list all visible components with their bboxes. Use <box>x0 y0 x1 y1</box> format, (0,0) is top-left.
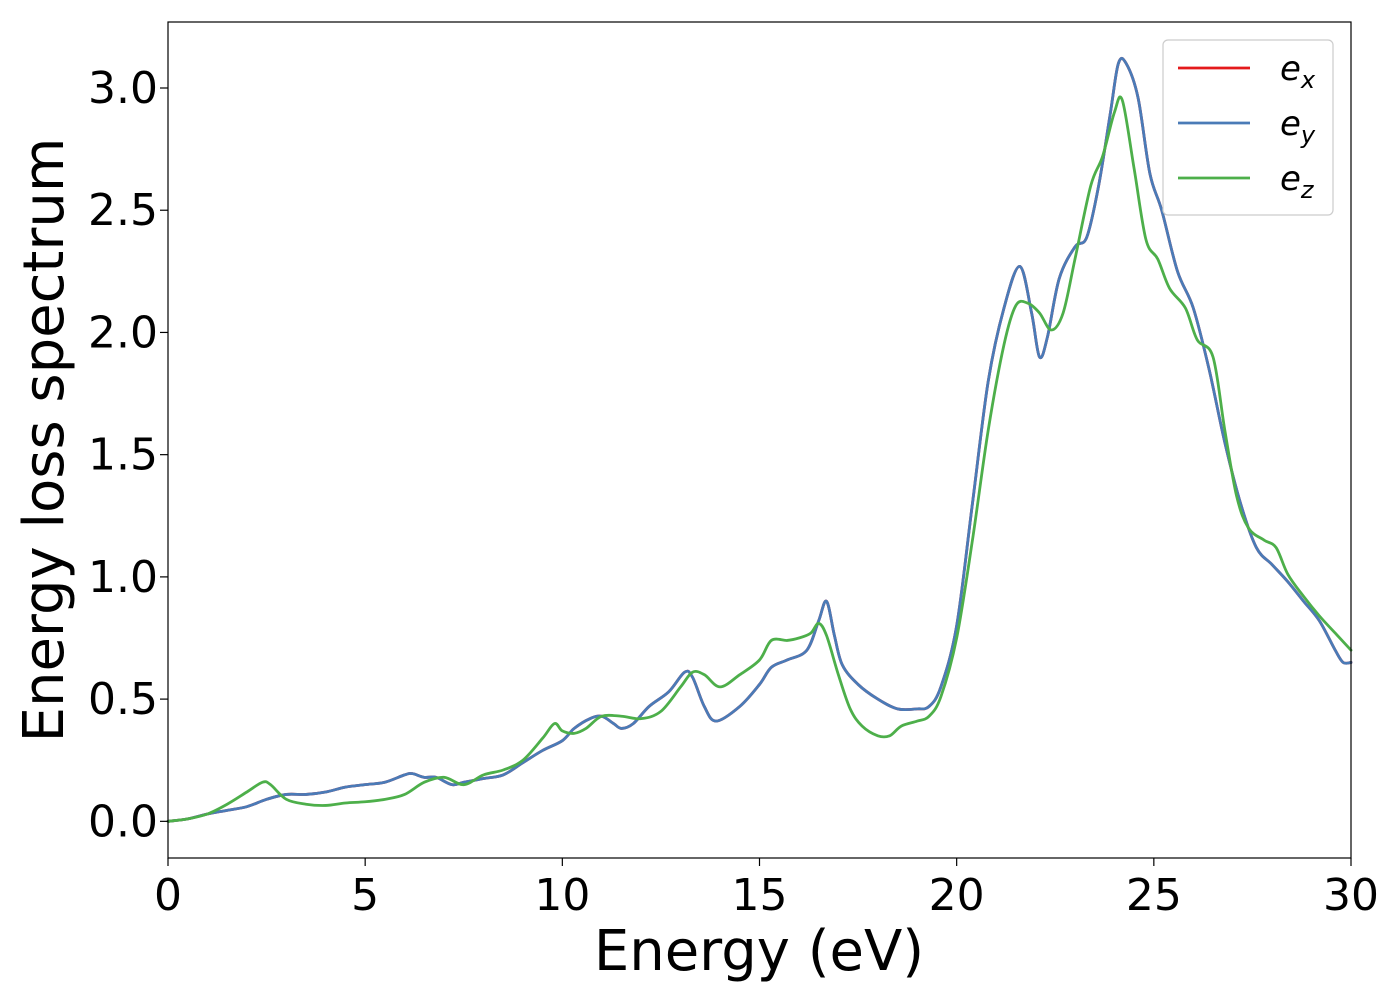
series-line-ey <box>166 56 1353 823</box>
x-tick-label: 5 <box>351 870 379 921</box>
series-line-ez <box>166 95 1353 823</box>
legend-label-ey: ey <box>1280 104 1316 149</box>
legend-label-main: e <box>1280 159 1301 199</box>
x-tick-label: 10 <box>534 870 590 921</box>
y-tick-label: 2.0 <box>88 307 158 358</box>
legend-label-subscript: x <box>1300 66 1316 94</box>
legend-label-main: e <box>1280 49 1301 89</box>
x-tick-label: 0 <box>154 870 182 921</box>
y-tick-label: 3.0 <box>88 63 158 114</box>
legend-label-ex: ex <box>1280 49 1316 94</box>
y-tick-label: 1.5 <box>88 430 158 481</box>
y-tick-label: 1.0 <box>88 552 158 603</box>
y-tick-label: 0.0 <box>88 796 158 847</box>
legend-label-ez: ez <box>1280 159 1315 204</box>
plot-background <box>168 22 1351 858</box>
legend-label-main: e <box>1280 104 1301 144</box>
y-tick-label: 0.5 <box>88 674 158 725</box>
y-tick-label: 2.5 <box>88 185 158 236</box>
x-tick-label: 20 <box>929 870 985 921</box>
legend-box <box>1162 39 1334 216</box>
legend-label-subscript: y <box>1300 121 1316 149</box>
x-axis-title: Energy (eV) <box>594 919 924 984</box>
x-tick-label: 15 <box>732 870 788 921</box>
y-axis-ticks: 0.0 0.5 1.0 1.5 2.0 2.5 3.0 <box>88 63 168 847</box>
y-axis-title: Energy loss spectrum <box>12 138 77 743</box>
legend-label-subscript: z <box>1300 176 1315 204</box>
series-layer <box>166 56 1353 823</box>
x-tick-label: 30 <box>1323 870 1379 921</box>
x-tick-label: 25 <box>1126 870 1182 921</box>
x-axis-ticks: 0 5 10 15 20 25 30 <box>154 858 1379 921</box>
